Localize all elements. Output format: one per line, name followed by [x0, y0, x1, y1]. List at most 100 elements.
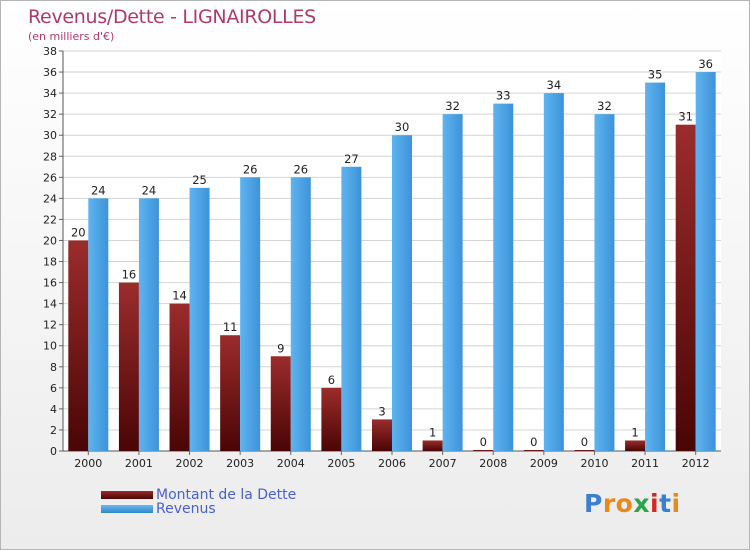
y-tick-label: 12 [43, 319, 57, 332]
value-label-revenue-2006: 30 [395, 120, 410, 134]
y-tick-label: 38 [43, 45, 57, 58]
x-tick-label-2003: 2003 [226, 457, 254, 470]
value-label-debt-2011: 1 [631, 425, 638, 439]
x-tick-label-2000: 2000 [74, 457, 102, 470]
value-label-revenue-2001: 24 [142, 183, 157, 197]
value-label-revenue-2002: 25 [192, 173, 207, 187]
value-label-revenue-2004: 26 [293, 162, 308, 176]
value-label-debt-2010: 0 [581, 435, 588, 449]
bar-debt-2006 [372, 419, 392, 451]
y-tick-label: 28 [43, 150, 57, 163]
legend-label-debt: Montant de la Dette [156, 487, 297, 503]
x-tick-label-2001: 2001 [125, 457, 153, 470]
y-tick-label: 10 [43, 340, 57, 353]
y-tick-label: 22 [43, 213, 57, 226]
logo-letter: i [650, 489, 660, 518]
chart-subtitle: (en milliers d'€) [28, 30, 115, 43]
bar-revenue-2010 [594, 114, 615, 451]
bar-debt-2007 [422, 440, 443, 451]
proxiti-logo: Proxiti [584, 489, 681, 518]
y-tick-label: 14 [43, 298, 57, 311]
x-tick-label-2012: 2012 [682, 457, 710, 470]
legend-item-revenue: Revenus [101, 501, 216, 517]
value-label-revenue-2009: 34 [547, 78, 562, 92]
y-tick-label: 16 [43, 277, 57, 290]
value-label-revenue-2012: 36 [698, 57, 713, 71]
legend-item-debt: Montant de la Dette [101, 487, 296, 503]
legend-label-revenue: Revenus [156, 501, 216, 517]
logo-letter: o [615, 489, 634, 518]
value-label-debt-2003: 11 [223, 320, 238, 334]
bar-revenue-2004 [290, 177, 311, 451]
bar-debt-2003 [220, 335, 241, 451]
bar-debt-2000 [68, 240, 89, 451]
y-tick-label: 18 [43, 256, 57, 269]
logo-letter: r [602, 489, 616, 518]
value-label-debt-2012: 31 [678, 110, 693, 124]
value-label-revenue-2007: 32 [445, 99, 460, 113]
bar-revenue-2003 [240, 177, 261, 451]
x-tick-label-2009: 2009 [530, 457, 558, 470]
bar-revenue-2000 [88, 198, 109, 451]
y-tick-label: 6 [50, 382, 57, 395]
bar-revenue-2006 [392, 135, 412, 452]
x-tick-label-2002: 2002 [176, 457, 204, 470]
legend-swatch-debt [101, 491, 153, 499]
bar-debt-2005 [321, 387, 342, 451]
value-label-revenue-2005: 27 [344, 152, 359, 166]
x-tick-label-2006: 2006 [378, 457, 406, 470]
x-tick-label-2010: 2010 [580, 457, 608, 470]
x-tick-label-2008: 2008 [479, 457, 507, 470]
bar-revenue-2005 [341, 166, 362, 451]
logo-letter: i [671, 489, 681, 518]
x-tick-label-2007: 2007 [429, 457, 457, 470]
value-label-debt-2004: 9 [277, 341, 284, 355]
logo-letter: t [659, 489, 672, 518]
value-label-debt-2008: 0 [480, 435, 487, 449]
value-label-revenue-2000: 24 [91, 183, 106, 197]
x-tick-label-2005: 2005 [327, 457, 355, 470]
value-label-debt-2006: 3 [378, 404, 385, 418]
value-label-revenue-2003: 26 [243, 162, 258, 176]
bar-debt-2011 [625, 440, 646, 451]
bar-debt-2002 [169, 303, 190, 451]
bar-revenue-2012 [695, 72, 716, 451]
bar-debt-2001 [118, 282, 139, 451]
bar-debt-2010 [574, 450, 595, 451]
value-label-debt-2002: 14 [172, 289, 187, 303]
y-tick-label: 36 [43, 66, 57, 79]
y-tick-label: 4 [50, 403, 57, 416]
y-tick-label: 34 [43, 87, 57, 100]
bar-revenue-2009 [543, 93, 564, 452]
bar-debt-2012 [675, 124, 696, 452]
value-label-debt-2005: 6 [328, 373, 335, 387]
value-label-revenue-2010: 32 [597, 99, 612, 113]
value-label-debt-2000: 20 [71, 225, 86, 239]
y-tick-label: 32 [43, 108, 57, 121]
logo-letter: x [633, 489, 650, 518]
value-label-debt-2007: 1 [429, 425, 436, 439]
y-tick-label: 26 [43, 171, 57, 184]
bar-debt-2004 [270, 356, 291, 451]
bar-revenue-2007 [442, 114, 463, 451]
chart-title: Revenus/Dette - LIGNAIROLLES [28, 6, 316, 28]
x-tick-label-2004: 2004 [277, 457, 305, 470]
bar-revenue-2008 [493, 103, 514, 451]
y-tick-label: 2 [50, 424, 57, 437]
y-tick-label: 0 [50, 445, 57, 458]
legend-swatch-revenue [101, 505, 153, 513]
logo-letter: P [584, 489, 603, 518]
bar-revenue-2002 [189, 187, 210, 451]
x-tick-label-2011: 2011 [631, 457, 659, 470]
y-tick-label: 8 [50, 361, 57, 374]
value-label-revenue-2011: 35 [648, 68, 663, 82]
value-label-revenue-2008: 33 [496, 89, 511, 103]
value-label-debt-2009: 0 [530, 435, 537, 449]
y-tick-label: 20 [43, 234, 57, 247]
bar-revenue-2011 [645, 82, 666, 451]
y-tick-label: 30 [43, 129, 57, 142]
bar-debt-2009 [523, 450, 544, 451]
bar-debt-2008 [473, 450, 494, 451]
